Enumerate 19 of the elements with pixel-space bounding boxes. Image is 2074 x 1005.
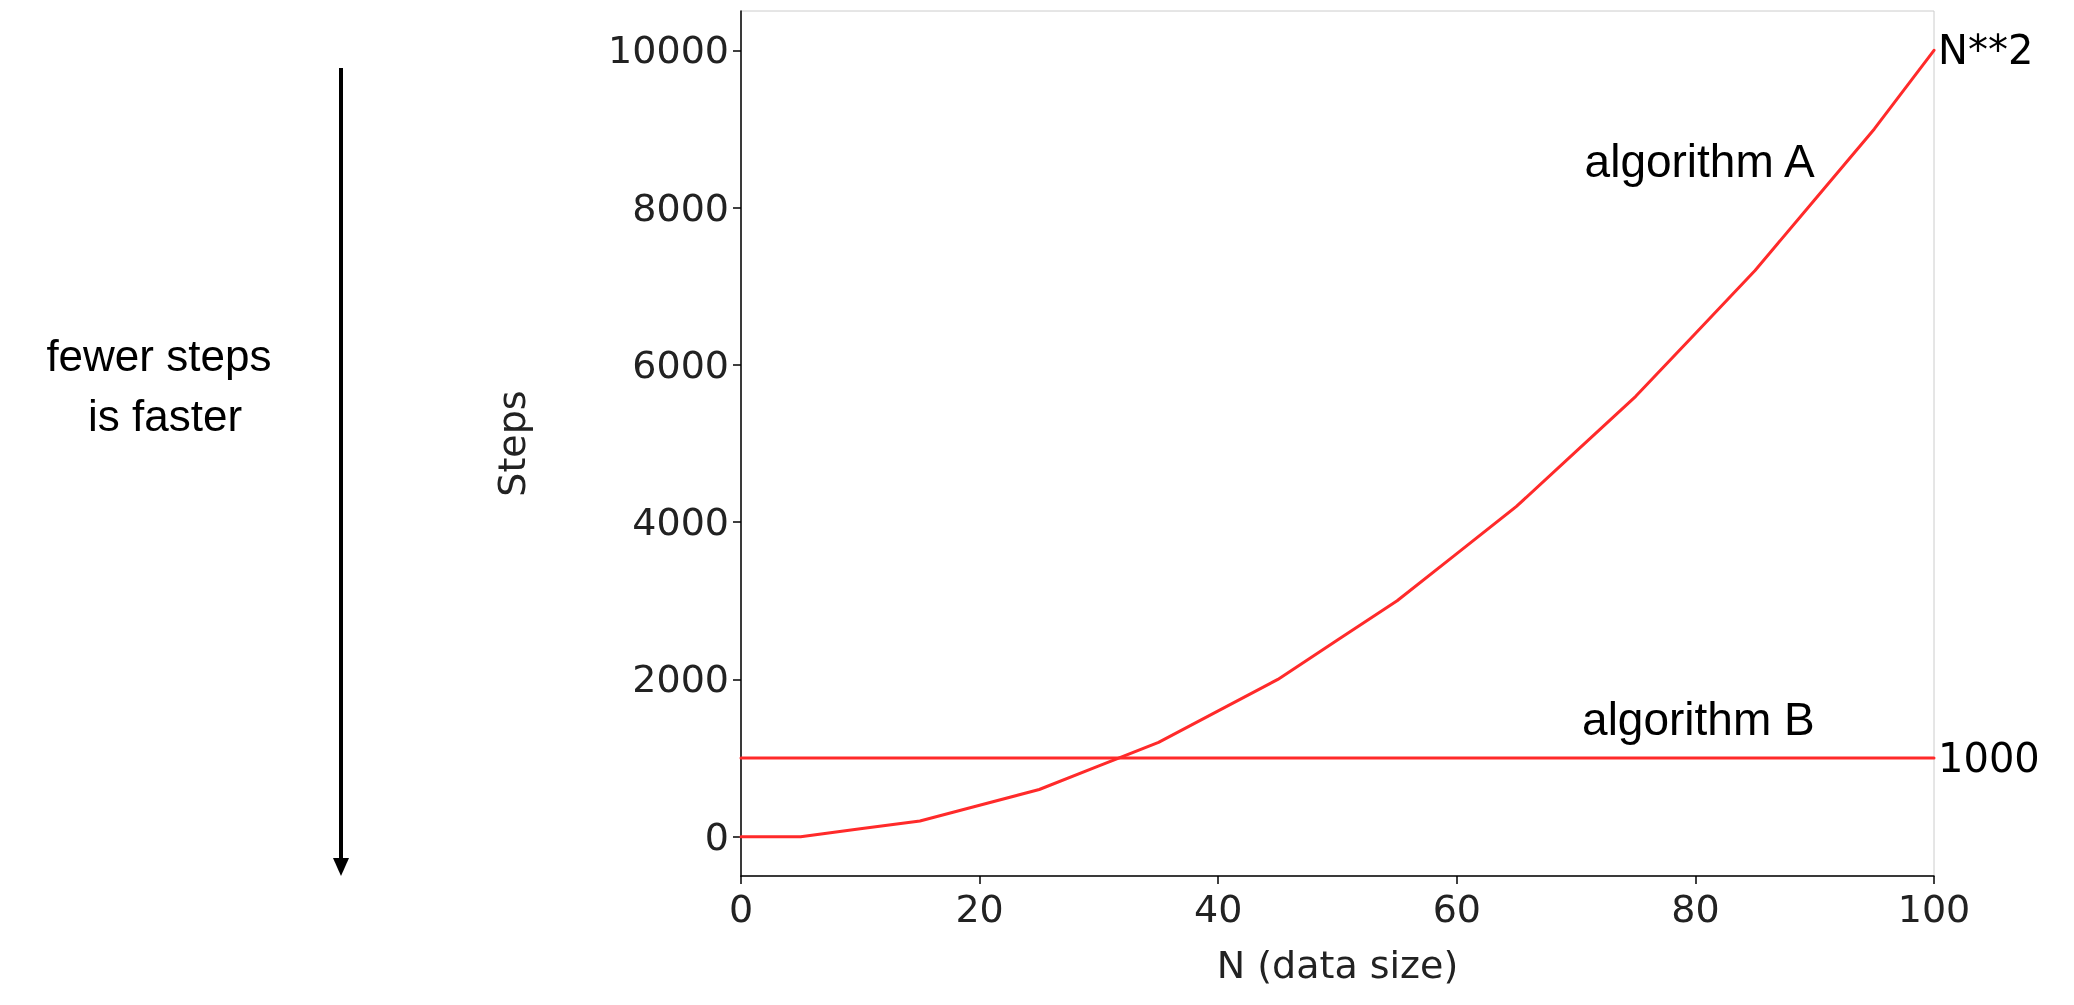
x-tick-label: 100 [1897, 887, 1971, 931]
x-tick-label: 20 [955, 887, 1004, 931]
series-label: algorithm A [1584, 134, 1816, 187]
line-series [739, 48, 1936, 839]
annotation: 1000 [1938, 735, 2040, 782]
y-tick-label: 2000 [632, 657, 729, 702]
y-tick-label: 8000 [632, 185, 729, 230]
text: fewer steps is faster [46, 330, 284, 440]
x-tick-label: 80 [1671, 887, 1720, 931]
y-tick-label: 4000 [632, 500, 729, 545]
y-axis-title: Steps [490, 390, 534, 497]
y-tick-label: 10000 [608, 28, 729, 73]
series-label: algorithm B [1582, 693, 1815, 746]
x-tick-label: 60 [1432, 887, 1481, 931]
y-tick-label: 6000 [632, 342, 729, 387]
y-tick-label: 0 [704, 814, 729, 859]
annotation: N**2 [1938, 27, 2034, 74]
x-tick-label: 40 [1194, 887, 1243, 931]
x-axis-title: N (data size) [1216, 943, 1459, 987]
